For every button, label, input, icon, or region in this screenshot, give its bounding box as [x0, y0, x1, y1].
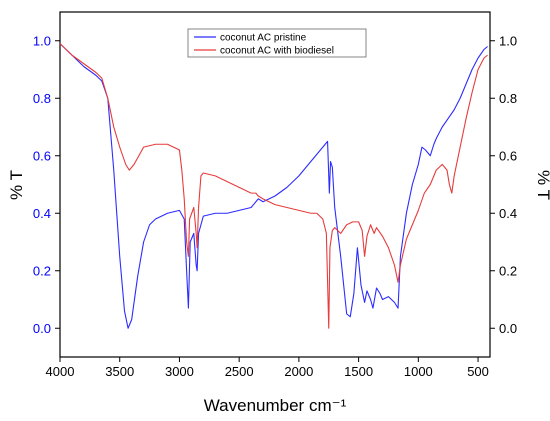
plot-frame [59, 11, 491, 358]
y-axis-right-title: % T [534, 170, 550, 200]
y-left-tick-label: 1.0 [33, 33, 51, 48]
y-left-tick-label: 0.8 [33, 91, 51, 106]
x-tick-label: 2500 [225, 364, 254, 379]
y-right-tick-label: 1.0 [499, 33, 517, 48]
legend-label-biodiesel: coconut AC with biodiesel [220, 46, 334, 57]
y-right-tick-label: 0.2 [499, 263, 517, 278]
y-axis-left-ticks: 0.0 0.2 0.4 0.6 0.8 1.0 [33, 33, 60, 336]
legend-label-pristine: coconut AC pristine [220, 33, 307, 44]
x-axis-title: Wavenumber cm⁻¹ [204, 396, 347, 415]
y-right-tick-label: 0.6 [499, 148, 517, 163]
x-tick-label: 4000 [46, 364, 75, 379]
y-right-tick-label: 0.4 [499, 206, 517, 221]
x-axis-ticks: 4000 3500 3000 2500 2000 1500 1000 500 [46, 357, 489, 379]
x-tick-label: 1000 [404, 364, 433, 379]
x-tick-label: 3500 [105, 364, 134, 379]
x-tick-label: 3000 [165, 364, 194, 379]
y-right-tick-label: 0.0 [499, 321, 517, 336]
y-left-tick-label: 0.4 [33, 206, 51, 221]
series-layer [59, 43, 488, 329]
y-left-tick-label: 0.2 [33, 263, 51, 278]
y-left-tick-label: 0.0 [33, 321, 51, 336]
x-tick-label: 2000 [284, 364, 313, 379]
legend: coconut AC pristine coconut AC with biod… [187, 28, 367, 58]
y-left-tick-label: 0.6 [33, 148, 51, 163]
x-tick-label: 500 [467, 364, 489, 379]
series-line-biodiesel [59, 43, 488, 329]
y-axis-left-title: % T [7, 170, 26, 200]
y-axis-right-ticks: 0.0 0.2 0.4 0.6 0.8 1.0 [490, 33, 517, 336]
legend-box [187, 28, 367, 58]
x-tick-label: 1500 [344, 364, 373, 379]
series-line-pristine [59, 43, 488, 329]
y-right-tick-label: 0.8 [499, 91, 517, 106]
